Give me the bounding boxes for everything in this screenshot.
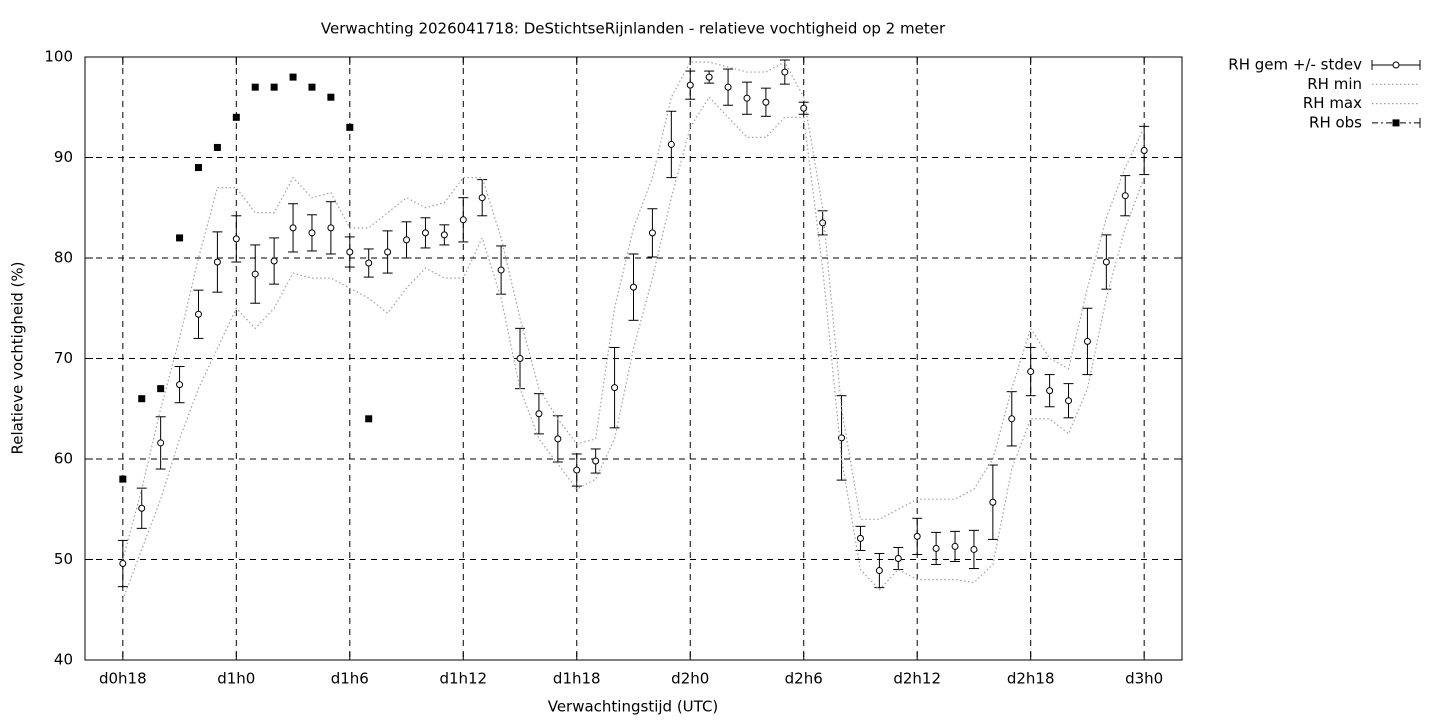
y-tick-label: 70 bbox=[54, 349, 73, 367]
mean-point bbox=[421, 229, 429, 237]
mean-point bbox=[800, 104, 808, 112]
obs-point bbox=[346, 123, 354, 131]
x-axis-label: Verwachtingstijd (UTC) bbox=[548, 698, 719, 716]
mean-point bbox=[119, 560, 127, 568]
legend-sample bbox=[1392, 61, 1400, 69]
mean-point bbox=[346, 248, 354, 256]
x-tick-label: d2h6 bbox=[785, 670, 823, 688]
x-tick-label: d2h12 bbox=[893, 670, 941, 688]
x-tick-label: d2h18 bbox=[1007, 670, 1055, 688]
mean-point bbox=[667, 140, 675, 148]
legend-label: RH gem +/- stdev bbox=[1228, 56, 1362, 74]
mean-point bbox=[724, 83, 732, 91]
legend-label: RH max bbox=[1303, 94, 1362, 112]
y-tick-label: 50 bbox=[54, 550, 73, 568]
x-tick-label: d1h6 bbox=[331, 670, 369, 688]
mean-point bbox=[459, 216, 467, 224]
x-tick-label: d1h0 bbox=[217, 670, 255, 688]
mean-point bbox=[1065, 397, 1073, 405]
mean-point bbox=[1083, 337, 1091, 345]
mean-point bbox=[157, 439, 165, 447]
mean-point bbox=[894, 554, 902, 562]
obs-point bbox=[176, 234, 184, 242]
mean-point bbox=[951, 542, 959, 550]
obs-point bbox=[194, 164, 202, 172]
x-tick-label: d3h0 bbox=[1125, 670, 1163, 688]
mean-point bbox=[176, 381, 184, 389]
mean-point bbox=[970, 545, 978, 553]
x-tick-label: d1h18 bbox=[553, 670, 601, 688]
mean-point bbox=[781, 68, 789, 76]
mean-point bbox=[1121, 192, 1129, 200]
mean-point bbox=[592, 457, 600, 465]
obs-point bbox=[365, 415, 373, 423]
plot-frame bbox=[84, 56, 1183, 661]
mean-point bbox=[630, 283, 637, 291]
legend-sample bbox=[1392, 119, 1400, 127]
mean-point bbox=[213, 258, 221, 266]
mean-point bbox=[705, 73, 713, 81]
range-line bbox=[122, 96, 1145, 600]
mean-point bbox=[932, 544, 940, 552]
chart-title: Verwachting 2026041718: DeStichtseRijnla… bbox=[321, 20, 946, 38]
mean-point bbox=[554, 435, 562, 443]
y-tick-label: 40 bbox=[54, 651, 73, 669]
mean-point bbox=[573, 466, 581, 474]
mean-point bbox=[289, 224, 297, 232]
mean-point bbox=[384, 248, 392, 256]
range-line bbox=[122, 61, 1145, 560]
mean-point bbox=[648, 229, 656, 237]
mean-point bbox=[478, 194, 486, 202]
mean-point bbox=[1046, 387, 1054, 395]
y-tick-label: 60 bbox=[54, 450, 73, 468]
mean-point bbox=[1140, 146, 1148, 154]
obs-point bbox=[157, 385, 165, 393]
obs-point bbox=[213, 143, 221, 151]
mean-point bbox=[1102, 258, 1110, 266]
mean-point bbox=[856, 534, 864, 542]
x-tick-label: d0h18 bbox=[99, 670, 147, 688]
mean-point bbox=[762, 98, 770, 106]
x-tick-label: d2h0 bbox=[671, 670, 709, 688]
obs-point bbox=[138, 395, 146, 403]
mean-point bbox=[989, 498, 997, 506]
mean-point bbox=[232, 235, 240, 243]
obs-point bbox=[327, 93, 335, 101]
mean-point bbox=[875, 567, 883, 575]
mean-point bbox=[819, 219, 827, 227]
mean-point bbox=[535, 410, 543, 418]
mean-point bbox=[194, 310, 202, 318]
mean-point bbox=[365, 259, 373, 267]
obs-point bbox=[251, 83, 259, 91]
x-tick-label: d1h12 bbox=[439, 670, 487, 688]
mean-point bbox=[497, 266, 505, 274]
y-axis-label: Relatieve vochtigheid (%) bbox=[9, 261, 27, 454]
y-tick-label: 90 bbox=[54, 148, 73, 166]
mean-point bbox=[913, 532, 921, 540]
mean-point bbox=[611, 384, 619, 392]
mean-point bbox=[403, 236, 411, 244]
legend-label: RH min bbox=[1307, 75, 1362, 93]
mean-point bbox=[1008, 415, 1016, 423]
mean-point bbox=[327, 224, 335, 232]
obs-point bbox=[119, 475, 127, 483]
mean-point bbox=[308, 229, 316, 237]
obs-point bbox=[289, 73, 297, 81]
y-tick-label: 80 bbox=[54, 249, 73, 267]
mean-point bbox=[270, 257, 278, 265]
mean-point bbox=[440, 231, 448, 239]
mean-point bbox=[138, 504, 146, 512]
obs-point bbox=[308, 83, 316, 91]
legend-label: RH obs bbox=[1309, 113, 1362, 131]
mean-point bbox=[686, 81, 694, 89]
mean-point bbox=[251, 270, 259, 278]
mean-point bbox=[516, 355, 524, 362]
mean-point bbox=[743, 94, 751, 102]
obs-point bbox=[270, 83, 278, 91]
obs-point bbox=[232, 113, 240, 121]
mean-point bbox=[1027, 368, 1035, 376]
y-tick-label: 100 bbox=[44, 48, 73, 66]
